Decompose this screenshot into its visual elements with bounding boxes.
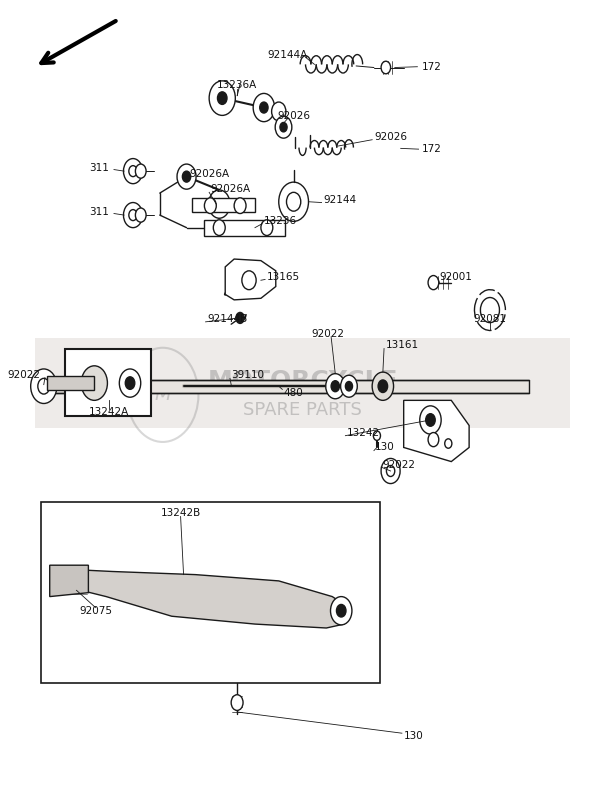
Text: 172: 172 bbox=[422, 144, 442, 154]
Circle shape bbox=[136, 164, 146, 178]
Text: M: M bbox=[154, 385, 171, 404]
Circle shape bbox=[425, 414, 435, 426]
Circle shape bbox=[231, 695, 243, 710]
Circle shape bbox=[481, 298, 499, 323]
Text: 92026: 92026 bbox=[277, 111, 310, 121]
Text: 130: 130 bbox=[404, 731, 424, 740]
Circle shape bbox=[261, 220, 273, 235]
Circle shape bbox=[275, 116, 292, 138]
Text: MOTORCYCLE: MOTORCYCLE bbox=[208, 369, 398, 392]
FancyBboxPatch shape bbox=[35, 338, 570, 428]
Circle shape bbox=[124, 159, 143, 184]
Text: 480: 480 bbox=[284, 388, 303, 397]
Text: 311: 311 bbox=[89, 207, 109, 217]
Circle shape bbox=[205, 198, 216, 214]
Text: 92022: 92022 bbox=[8, 371, 41, 380]
Circle shape bbox=[136, 208, 146, 222]
Circle shape bbox=[209, 81, 235, 115]
Circle shape bbox=[217, 92, 227, 104]
Circle shape bbox=[331, 597, 352, 625]
Polygon shape bbox=[205, 220, 285, 235]
Polygon shape bbox=[65, 349, 151, 416]
Text: 13236: 13236 bbox=[264, 217, 297, 226]
Text: 92001: 92001 bbox=[439, 272, 472, 282]
Text: 92022: 92022 bbox=[383, 460, 416, 469]
Circle shape bbox=[378, 380, 388, 392]
Polygon shape bbox=[50, 565, 88, 597]
Circle shape bbox=[215, 199, 223, 210]
Circle shape bbox=[234, 198, 246, 214]
Circle shape bbox=[214, 220, 225, 235]
Circle shape bbox=[182, 171, 191, 182]
Text: 92144A: 92144A bbox=[268, 50, 308, 60]
Text: 13161: 13161 bbox=[386, 341, 419, 350]
Text: 92026: 92026 bbox=[374, 132, 407, 141]
Polygon shape bbox=[47, 380, 529, 392]
Circle shape bbox=[331, 381, 340, 392]
Polygon shape bbox=[225, 259, 276, 300]
Text: 172: 172 bbox=[422, 62, 442, 71]
Circle shape bbox=[420, 406, 441, 434]
Circle shape bbox=[346, 382, 353, 391]
Polygon shape bbox=[59, 569, 350, 628]
Text: 130: 130 bbox=[375, 443, 395, 452]
Circle shape bbox=[119, 369, 141, 397]
Circle shape bbox=[381, 61, 391, 74]
Text: 92026A: 92026A bbox=[190, 170, 230, 179]
Circle shape bbox=[272, 102, 286, 121]
Text: 13236A: 13236A bbox=[217, 80, 257, 89]
Circle shape bbox=[428, 276, 439, 290]
Circle shape bbox=[386, 466, 395, 476]
Circle shape bbox=[31, 369, 57, 403]
Text: 92026A: 92026A bbox=[211, 184, 250, 194]
Circle shape bbox=[372, 372, 394, 400]
Circle shape bbox=[129, 166, 137, 177]
Text: 39110: 39110 bbox=[231, 371, 264, 380]
Circle shape bbox=[341, 375, 357, 397]
Circle shape bbox=[177, 164, 196, 189]
Text: 92022: 92022 bbox=[311, 329, 344, 338]
Circle shape bbox=[38, 378, 50, 394]
Circle shape bbox=[381, 458, 400, 484]
Text: SPARE PARTS: SPARE PARTS bbox=[243, 401, 362, 418]
Circle shape bbox=[260, 102, 268, 113]
Circle shape bbox=[125, 377, 135, 389]
Circle shape bbox=[280, 122, 287, 132]
Text: 13242B: 13242B bbox=[160, 509, 201, 518]
Circle shape bbox=[445, 439, 452, 448]
Circle shape bbox=[236, 312, 244, 323]
Circle shape bbox=[242, 271, 256, 290]
Text: 92144B: 92144B bbox=[208, 315, 248, 324]
Text: 92075: 92075 bbox=[79, 606, 112, 615]
Polygon shape bbox=[404, 400, 469, 462]
Circle shape bbox=[326, 374, 345, 399]
Circle shape bbox=[124, 203, 143, 228]
Circle shape bbox=[428, 433, 439, 447]
Text: 311: 311 bbox=[89, 163, 109, 173]
Bar bbox=[41, 502, 380, 683]
Text: 13165: 13165 bbox=[267, 272, 300, 282]
Text: 92144: 92144 bbox=[323, 195, 356, 205]
Text: 13242A: 13242A bbox=[89, 407, 130, 417]
Circle shape bbox=[253, 93, 275, 122]
Polygon shape bbox=[193, 198, 255, 212]
Polygon shape bbox=[47, 376, 94, 390]
Text: 13242: 13242 bbox=[347, 429, 380, 438]
Text: 92081: 92081 bbox=[473, 314, 506, 323]
Circle shape bbox=[129, 210, 137, 221]
Circle shape bbox=[373, 431, 380, 440]
Circle shape bbox=[81, 366, 107, 400]
Circle shape bbox=[209, 190, 230, 218]
Circle shape bbox=[337, 604, 346, 617]
